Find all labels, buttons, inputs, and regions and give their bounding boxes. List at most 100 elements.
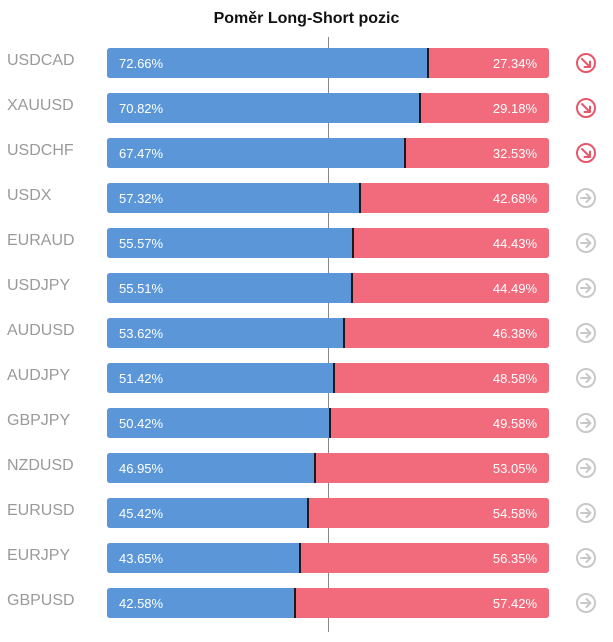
- short-value-label: 53.05%: [492, 461, 537, 476]
- bar-divider: [298, 543, 301, 573]
- long-bar: [107, 318, 344, 348]
- long-bar: [107, 228, 353, 258]
- bar-divider: [351, 228, 354, 258]
- bar-divider: [359, 183, 362, 213]
- bar-divider: [294, 588, 297, 618]
- long-bar: [107, 363, 335, 393]
- arrow-right-icon[interactable]: [575, 547, 597, 569]
- category-label: USDCHF: [7, 142, 74, 159]
- chart-row: AUDUSD 53.62% 46.38%: [0, 318, 613, 348]
- chart-row: USDCHF 67.47% 32.53%: [0, 138, 613, 168]
- long-bar: [107, 48, 429, 78]
- arrow-right-icon[interactable]: [575, 322, 597, 344]
- ratio-bar: 70.82% 29.18%: [107, 93, 549, 123]
- long-bar: [107, 138, 406, 168]
- category-label: GBPUSD: [7, 592, 75, 609]
- short-bar: [352, 273, 549, 303]
- ratio-bar: 55.57% 44.43%: [107, 228, 549, 258]
- ratio-bar: 45.42% 54.58%: [107, 498, 549, 528]
- bar-divider: [427, 48, 430, 78]
- arrow-right-icon[interactable]: [575, 232, 597, 254]
- category-label: EURJPY: [7, 547, 71, 564]
- long-value-label: 70.82%: [119, 101, 164, 116]
- bar-divider: [419, 93, 422, 123]
- long-value-label: 45.42%: [119, 506, 164, 521]
- long-value-label: 67.47%: [119, 146, 164, 161]
- short-bar: [307, 498, 549, 528]
- bar-divider: [306, 498, 309, 528]
- ratio-bar: 67.47% 32.53%: [107, 138, 549, 168]
- long-bar: [107, 408, 330, 438]
- chart-row: USDX 57.32% 42.68%: [0, 183, 613, 213]
- long-value-label: 53.62%: [119, 326, 164, 341]
- short-value-label: 44.43%: [492, 236, 537, 251]
- short-value-label: 49.58%: [492, 416, 537, 431]
- arrow-right-icon[interactable]: [575, 502, 597, 524]
- long-value-label: 43.65%: [119, 551, 164, 566]
- arrow-right-icon[interactable]: [575, 187, 597, 209]
- chart-row: GBPUSD 42.58% 57.42%: [0, 588, 613, 618]
- long-value-label: 72.66%: [119, 56, 164, 71]
- long-bar: [107, 453, 315, 483]
- short-bar: [299, 543, 549, 573]
- short-value-label: 57.42%: [492, 596, 537, 611]
- long-bar: [107, 273, 353, 303]
- arrow-down-right-icon[interactable]: [575, 97, 597, 119]
- long-value-label: 51.42%: [119, 371, 164, 386]
- category-label: USDX: [7, 187, 52, 204]
- category-label: XAUUSD: [7, 97, 74, 114]
- arrow-right-icon[interactable]: [575, 412, 597, 434]
- short-value-label: 46.38%: [492, 326, 537, 341]
- ratio-bar: 50.42% 49.58%: [107, 408, 549, 438]
- long-value-label: 55.57%: [119, 236, 164, 251]
- long-value-label: 46.95%: [119, 461, 164, 476]
- short-value-label: 44.49%: [492, 281, 537, 296]
- chart-row: AUDJPY 51.42% 48.58%: [0, 363, 613, 393]
- short-value-label: 27.34%: [492, 56, 537, 71]
- chart-row: EURJPY 43.65% 56.35%: [0, 543, 613, 573]
- bar-divider: [351, 273, 354, 303]
- long-value-label: 42.58%: [119, 596, 164, 611]
- long-bar: [107, 588, 296, 618]
- ratio-bar: 72.66% 27.34%: [107, 48, 549, 78]
- chart-row: EURUSD 45.42% 54.58%: [0, 498, 613, 528]
- short-bar: [295, 588, 549, 618]
- category-label: AUDUSD: [7, 322, 75, 339]
- short-bar: [360, 183, 549, 213]
- chart-row: EURAUD 55.57% 44.43%: [0, 228, 613, 258]
- category-label: USDCAD: [7, 52, 75, 69]
- arrow-right-icon[interactable]: [575, 367, 597, 389]
- long-value-label: 57.32%: [119, 191, 164, 206]
- arrow-right-icon[interactable]: [575, 457, 597, 479]
- arrow-right-icon[interactable]: [575, 592, 597, 614]
- long-bar: [107, 183, 361, 213]
- long-bar: [107, 93, 421, 123]
- chart-row: NZDUSD 46.95% 53.05%: [0, 453, 613, 483]
- category-label: GBPJPY: [7, 412, 71, 429]
- chart-row: USDCAD 72.66% 27.34%: [0, 48, 613, 78]
- chart-title: Poměr Long-Short pozic: [213, 10, 400, 27]
- arrow-down-right-icon[interactable]: [575, 52, 597, 74]
- ratio-bar: 46.95% 53.05%: [107, 453, 549, 483]
- category-label: USDJPY: [7, 277, 71, 294]
- arrow-down-right-icon[interactable]: [575, 142, 597, 164]
- short-bar: [352, 228, 549, 258]
- short-value-label: 32.53%: [492, 146, 537, 161]
- short-bar: [334, 363, 549, 393]
- bar-divider: [333, 363, 336, 393]
- long-value-label: 55.51%: [119, 281, 164, 296]
- category-label: EURUSD: [7, 502, 75, 519]
- short-bar: [405, 138, 549, 168]
- short-value-label: 54.58%: [492, 506, 537, 521]
- ratio-bar: 57.32% 42.68%: [107, 183, 549, 213]
- short-value-label: 42.68%: [492, 191, 537, 206]
- bar-divider: [328, 408, 331, 438]
- bar-divider: [343, 318, 345, 348]
- ratio-bar: 51.42% 48.58%: [107, 363, 549, 393]
- arrow-right-icon[interactable]: [575, 277, 597, 299]
- bar-divider: [404, 138, 407, 168]
- ratio-bar: 43.65% 56.35%: [107, 543, 549, 573]
- ratio-bar: 53.62% 46.38%: [107, 318, 549, 348]
- chart-row: XAUUSD 70.82% 29.18%: [0, 93, 613, 123]
- long-value-label: 50.42%: [119, 416, 164, 431]
